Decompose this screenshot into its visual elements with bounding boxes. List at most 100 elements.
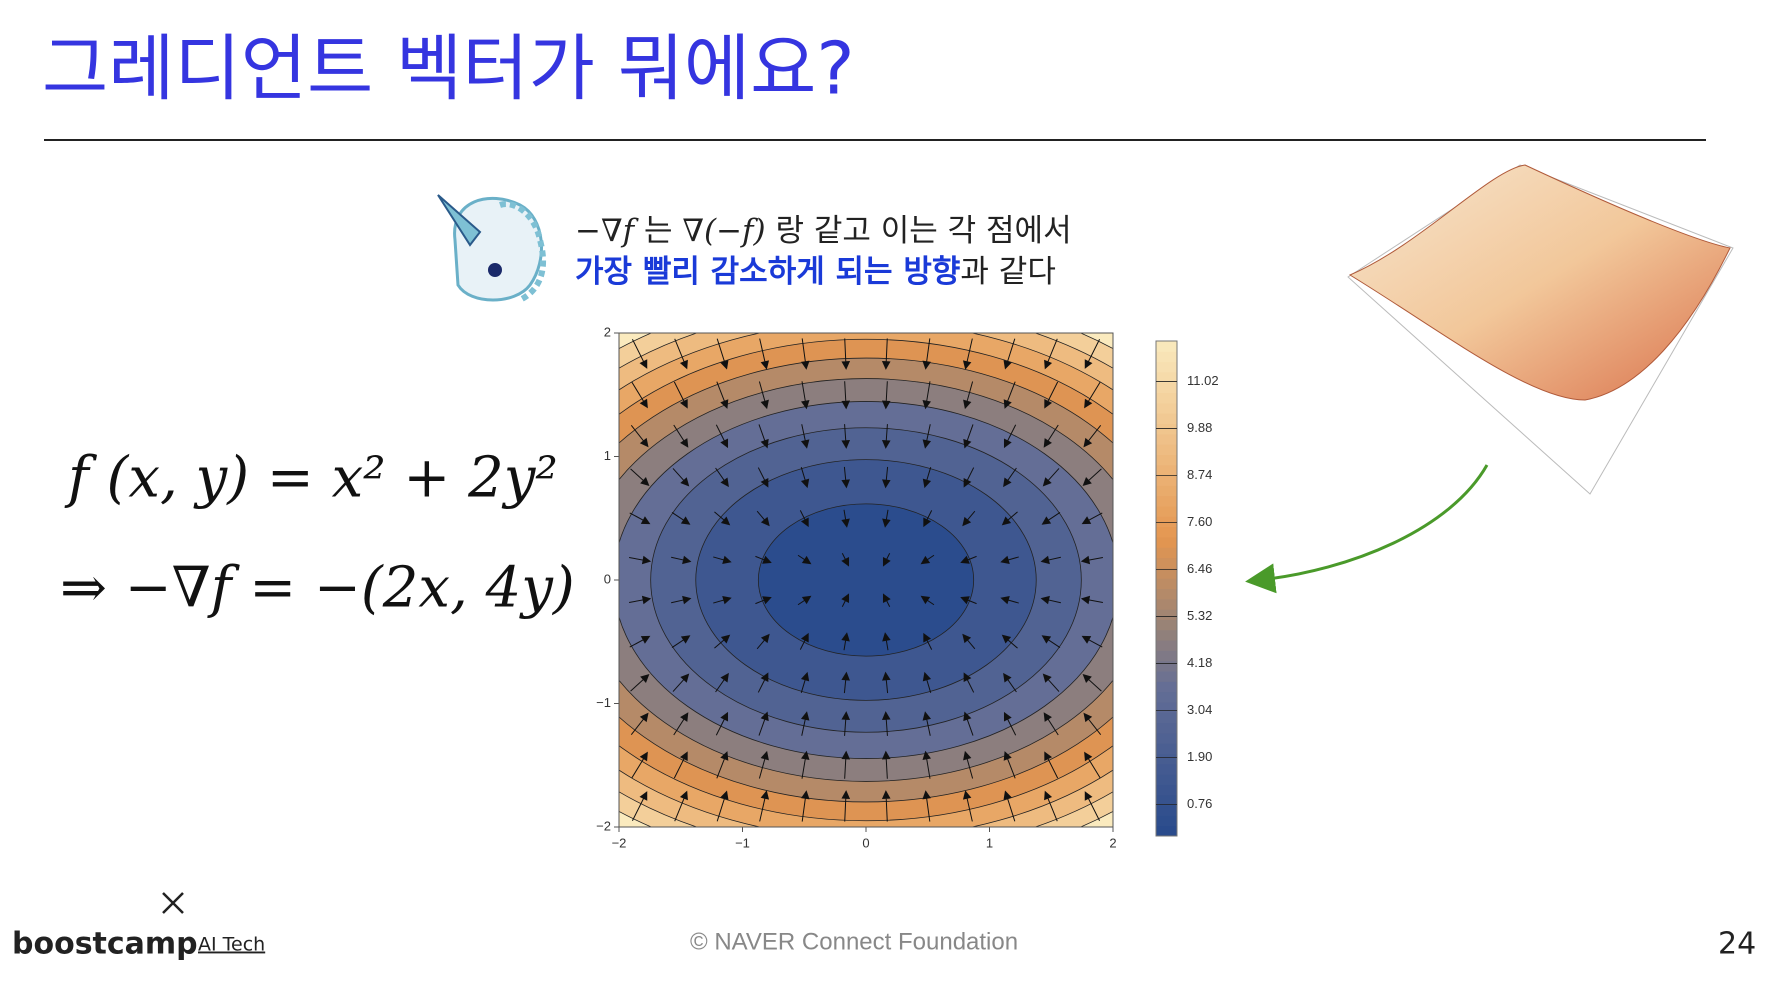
vector-arrow: [1003, 751, 1016, 779]
vector-arrow: [1082, 468, 1102, 487]
y-tick-label: 1: [604, 448, 611, 463]
vector-arrow: [801, 750, 810, 779]
vector-arrow: [841, 338, 851, 370]
vector-arrow: [1042, 673, 1060, 692]
vector-arrow: [923, 632, 933, 650]
x-tick-label: −1: [735, 835, 750, 850]
vector-arrow: [759, 790, 770, 822]
vector-arrow: [1043, 424, 1059, 448]
vector-arrow: [922, 790, 931, 822]
brand-sub: AI Tech: [198, 934, 265, 956]
vector-arrow: [674, 790, 688, 822]
colorbar-segment: [1156, 578, 1177, 589]
surface-3d: [1347, 164, 1734, 495]
y-tick-label: 0: [604, 571, 611, 586]
vector-arrow: [755, 596, 772, 605]
vector-arrow: [882, 466, 891, 489]
vector-arrow: [756, 510, 770, 527]
vector-arrow: [841, 632, 850, 651]
vector-arrow: [629, 555, 652, 565]
colorbar-segment: [1156, 774, 1177, 785]
vector-arrow: [882, 509, 891, 528]
vector-arrow: [1083, 712, 1102, 735]
x-tick-label: −2: [612, 835, 627, 850]
vector-arrow: [630, 712, 649, 735]
colorbar-segment: [1156, 475, 1177, 486]
vector-arrow: [715, 672, 729, 693]
vector-arrow: [922, 338, 931, 370]
colorbar-segment: [1156, 506, 1177, 517]
vector-arrow: [1083, 425, 1102, 448]
vector-arrow: [963, 750, 974, 779]
colorbar-segment: [1156, 660, 1177, 672]
vector-arrow: [1081, 635, 1103, 648]
colorbar-segment: [1156, 763, 1177, 775]
colorbar-tick-label: 4.18: [1187, 655, 1212, 670]
colorbar-tick-label: 11.02: [1187, 373, 1219, 388]
formula: ⇒ −∇f = −(2x, 4y): [60, 556, 575, 621]
vector-arrow: [960, 555, 977, 564]
vector-arrow: [922, 671, 932, 693]
vector-arrow: [1080, 555, 1103, 565]
y-tick-label: −2: [596, 818, 611, 833]
vector-arrow: [800, 711, 810, 736]
colorbar-segment: [1156, 722, 1177, 734]
page-number: 24: [1718, 927, 1756, 962]
vector-arrow: [1081, 512, 1103, 525]
vector-arrow: [1003, 790, 1016, 822]
colorbar-segment: [1156, 413, 1177, 424]
colorbar-tick-label: 8.74: [1187, 467, 1212, 482]
vector-arrow: [841, 552, 850, 567]
colorbar-segment: [1156, 609, 1177, 620]
vector-arrow: [963, 381, 974, 410]
colorbar-segment: [1156, 681, 1177, 693]
colorbar-segment: [1156, 341, 1177, 352]
vector-arrow: [631, 791, 648, 821]
vector-arrow: [797, 554, 812, 565]
vector-arrow: [882, 593, 891, 608]
vector-arrow: [1040, 555, 1061, 565]
vector-arrow: [1000, 555, 1019, 564]
vector-arrow: [841, 750, 851, 779]
colorbar-segment: [1156, 454, 1177, 466]
colorbar-segment: [1156, 382, 1177, 394]
vector-arrow: [1084, 339, 1101, 369]
vector-arrow: [800, 467, 810, 489]
mascot: [437, 194, 547, 303]
colorbar-segment: [1156, 825, 1177, 837]
vector-arrow: [1041, 635, 1061, 648]
colorbar-segment: [1156, 567, 1177, 579]
vector-arrow: [841, 424, 851, 449]
colorbar-segment: [1156, 444, 1177, 455]
vector-arrow: [1084, 381, 1101, 409]
colorbar-frame: [1155, 340, 1178, 837]
colorbar-segment: [1156, 671, 1177, 682]
colorbar-segment: [1156, 392, 1177, 404]
colorbar-tick-label: 5.32: [1187, 608, 1212, 623]
pointer-arrow: [1245, 464, 1489, 594]
vector-arrow: [881, 750, 891, 779]
colorbar-segment: [1156, 361, 1177, 373]
vector-arrow: [758, 424, 769, 449]
vector-arrow: [1003, 381, 1016, 409]
vector-arrow: [673, 381, 688, 409]
brand: boostcamp: [12, 927, 198, 962]
vector-arrow: [759, 338, 770, 370]
colorbar-tick-label: 9.88: [1187, 420, 1212, 435]
colorbar-segment: [1156, 701, 1177, 713]
vector-arrow: [716, 751, 729, 779]
vector-arrow: [715, 467, 729, 488]
vector-arrow: [1003, 467, 1017, 488]
vector-arrow: [963, 711, 974, 736]
vector-arrow: [922, 381, 931, 410]
vector-arrow: [800, 424, 810, 449]
vector-arrow: [1003, 424, 1017, 449]
vector-arrow: [1000, 596, 1019, 605]
note-line-2: 가장 빨리 감소하게 되는 방향과 같다: [575, 254, 1056, 290]
vector-arrow: [630, 673, 650, 692]
vector-arrow: [841, 593, 850, 608]
vector-arrow: [630, 468, 650, 487]
vector-arrow: [715, 424, 729, 449]
vector-arrow: [713, 596, 732, 605]
vector-arrow: [673, 424, 689, 448]
